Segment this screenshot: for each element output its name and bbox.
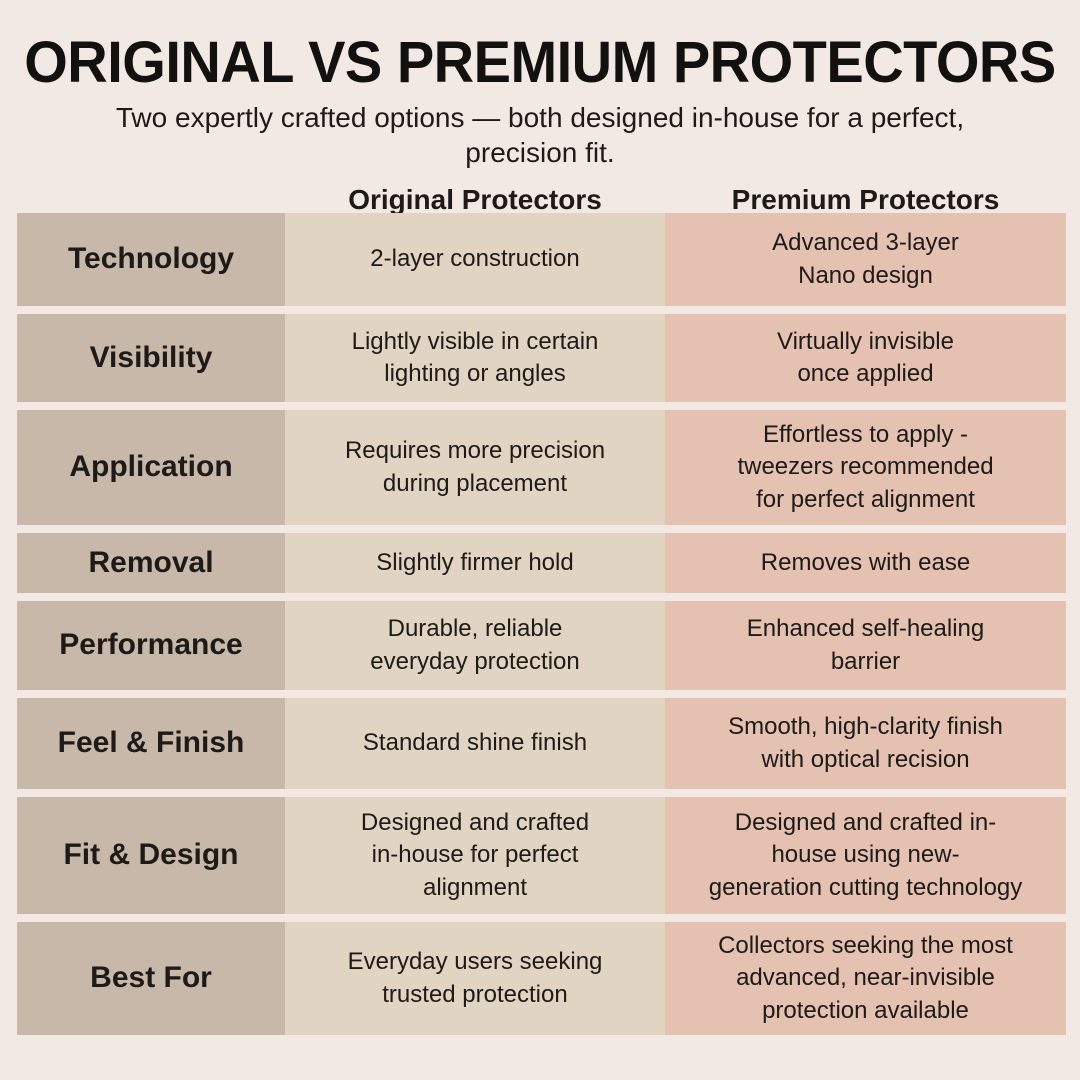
column-header-premium: Premium Protectors <box>731 184 1000 215</box>
premium-cell: Designed and crafted in- house using new… <box>665 797 1066 914</box>
column-header-row: Original Protectors Premium Protectors <box>17 184 1063 224</box>
row-label: Fit & Design <box>17 797 285 914</box>
row-label: Best For <box>17 922 285 1036</box>
column-header-original: Original Protectors <box>348 184 602 215</box>
original-cell: Durable, reliable everyday protection <box>285 601 665 690</box>
row-label: Application <box>17 410 285 525</box>
premium-cell: Collectors seeking the most advanced, ne… <box>665 922 1066 1036</box>
original-cell: Slightly firmer hold <box>285 533 665 593</box>
table-row-best-for: Best For Everyday users seeking trusted … <box>17 922 1066 1036</box>
premium-cell: Smooth, high-clarity finish with optical… <box>665 698 1066 789</box>
comparison-table: Technology 2-layer construction Advanced… <box>17 213 1066 1036</box>
row-label: Removal <box>17 533 285 593</box>
premium-cell: Virtually invisible once applied <box>665 314 1066 402</box>
page-subtitle: Two expertly crafted options — both desi… <box>115 102 965 168</box>
table-row-feel-finish: Feel & Finish Standard shine finish Smoo… <box>17 698 1066 789</box>
premium-cell: Advanced 3-layer Nano design <box>665 213 1066 306</box>
table-row-technology: Technology 2-layer construction Advanced… <box>17 213 1066 306</box>
table-row-performance: Performance Durable, reliable everyday p… <box>17 601 1066 690</box>
table-row-fit-design: Fit & Design Designed and crafted in-hou… <box>17 797 1066 914</box>
original-cell: Lightly visible in certain lighting or a… <box>285 314 665 402</box>
table-row-application: Application Requires more precision duri… <box>17 410 1066 525</box>
original-cell: Everyday users seeking trusted protectio… <box>285 922 665 1036</box>
row-label: Technology <box>17 213 285 306</box>
premium-cell: Removes with ease <box>665 533 1066 593</box>
original-cell: Standard shine finish <box>285 698 665 789</box>
page-title: ORIGINAL VS PREMIUM PROTECTORS <box>24 28 1056 95</box>
row-label: Performance <box>17 601 285 690</box>
table-row-visibility: Visibility Lightly visible in certain li… <box>17 314 1066 402</box>
original-cell: Requires more precision during placement <box>285 410 665 525</box>
original-cell: 2-layer construction <box>285 213 665 306</box>
original-cell: Designed and crafted in-house for perfec… <box>285 797 665 914</box>
table-row-removal: Removal Slightly firmer hold Removes wit… <box>17 533 1066 593</box>
row-label: Visibility <box>17 314 285 402</box>
row-label: Feel & Finish <box>17 698 285 789</box>
premium-cell: Enhanced self-healing barrier <box>665 601 1066 690</box>
premium-cell: Effortless to apply - tweezers recommend… <box>665 410 1066 525</box>
